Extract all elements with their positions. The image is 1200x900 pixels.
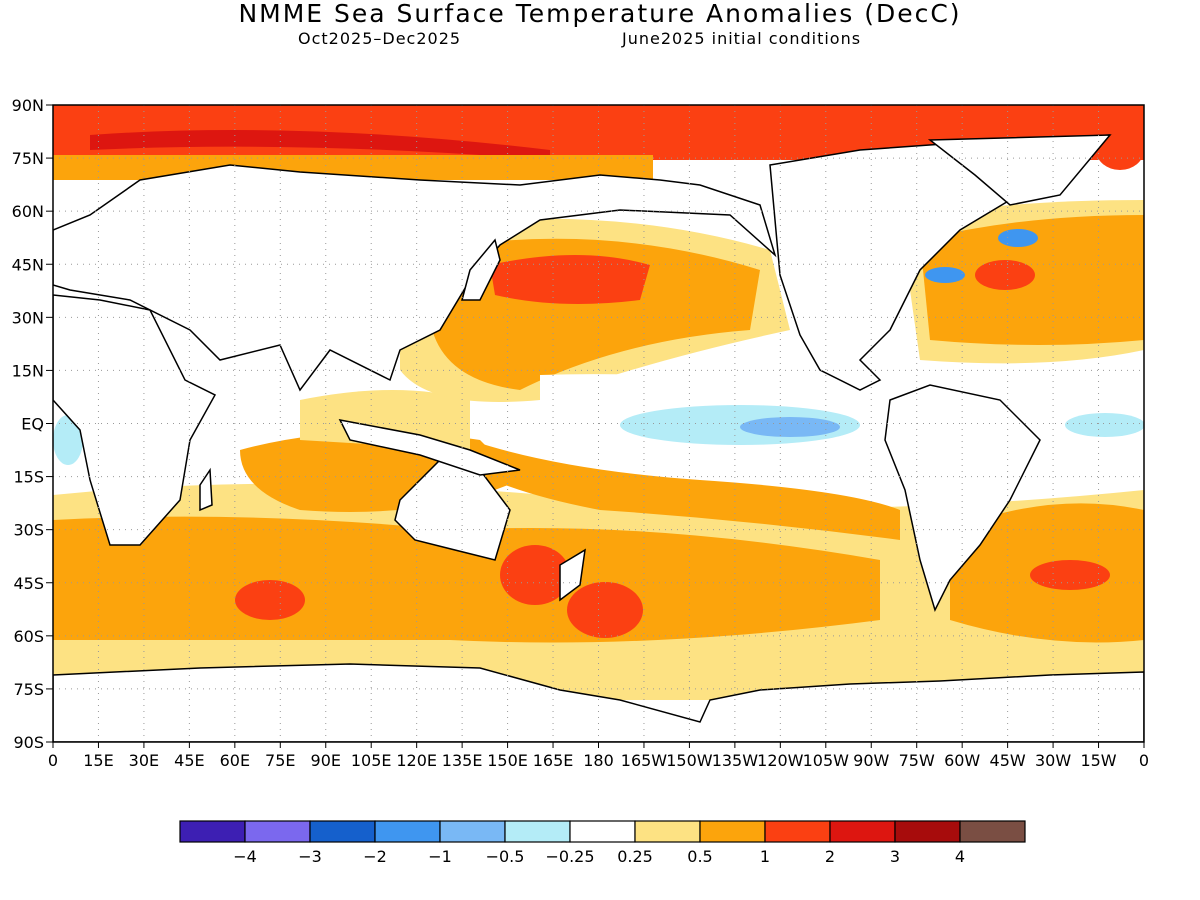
antarctica-land — [53, 663, 1144, 742]
lon-tick-label: 135E — [442, 751, 483, 770]
gulf-stream-hotspot — [975, 260, 1035, 290]
legend-swatch — [569, 820, 636, 843]
lon-tick-label: 105W — [803, 751, 850, 770]
south-america-land — [884, 384, 1041, 613]
lat-tick-label: 30S — [13, 521, 44, 540]
lat-tick-label: 60N — [12, 202, 44, 221]
gulf-stream-cool-anomaly — [925, 267, 965, 283]
labrador-sea-cool-anomaly — [998, 229, 1038, 247]
equatorial-indian-weak-warm — [300, 390, 470, 450]
legend-swatch — [309, 820, 376, 843]
legend-swatch — [894, 820, 961, 843]
lon-tick-label: 30E — [129, 751, 159, 770]
legend-label: 0.25 — [617, 847, 653, 866]
lon-tick-label: 75W — [899, 751, 935, 770]
legend-label: 0.5 — [687, 847, 712, 866]
arctic-strong-anomaly — [90, 130, 550, 160]
lat-tick-label: 45N — [12, 255, 44, 274]
lon-tick-label: 60E — [220, 751, 250, 770]
lat-tick-label: 15S — [13, 468, 44, 487]
south-indian-hotspot — [235, 580, 305, 620]
nino-region-cool-core — [740, 417, 840, 437]
lon-tick-label: 0 — [48, 751, 58, 770]
lon-tick-label: 135W — [712, 751, 759, 770]
legend-swatch — [634, 820, 701, 843]
color-scale-legend: −4 −3 −2 −1 −0.5 −0.25 0.25 0.5 1 2 3 4 — [179, 820, 1026, 866]
legend-label: 3 — [890, 847, 900, 866]
new-zealand-land — [559, 548, 586, 602]
lon-tick-label: 60W — [944, 751, 980, 770]
land-masses — [53, 134, 1144, 742]
lon-tick-label: 75E — [265, 751, 295, 770]
lon-tick-label: 45E — [174, 751, 204, 770]
central-pacific-neutral — [540, 374, 860, 410]
lon-tick-label: 120W — [757, 751, 804, 770]
lat-tick-label: EQ — [21, 415, 44, 434]
lon-tick-label: 15E — [83, 751, 113, 770]
legend-swatch — [439, 820, 506, 843]
lon-tick-label: 150W — [666, 751, 713, 770]
lon-tick-label: 30W — [1035, 751, 1071, 770]
legend-label: 2 — [825, 847, 835, 866]
lat-tick-label: 75N — [12, 149, 44, 168]
kuroshio-hotspot — [490, 255, 650, 304]
greenland-land — [927, 134, 1112, 206]
legend-label: −3 — [298, 847, 322, 866]
legend-swatch — [179, 820, 246, 843]
legend-swatch — [244, 820, 311, 843]
lat-tick-label: 90S — [13, 733, 44, 752]
equatorial-atlantic-cool-anomaly — [1065, 413, 1144, 437]
tasman-hotspot — [500, 545, 570, 605]
lat-tick-label: 60S — [13, 627, 44, 646]
lat-tick-label: 15N — [12, 361, 44, 380]
lat-tick-label: 45S — [13, 574, 44, 593]
legend-swatch — [699, 820, 766, 843]
lon-tick-label: 90E — [311, 751, 341, 770]
lon-tick-label: 45W — [990, 751, 1026, 770]
legend-label: 4 — [955, 847, 965, 866]
gulf-of-guinea-cool-anomaly — [53, 415, 83, 465]
legend-label: −2 — [363, 847, 387, 866]
eurasia-land — [53, 164, 777, 392]
map-gridlines — [53, 105, 1144, 742]
latitude-axis: 90N 75N 60N 45N 30N 15N EQ 15S 30S 45S 60S 75S 90S — [12, 96, 53, 752]
lon-tick-label: 90W — [853, 751, 889, 770]
lat-tick-label: 90N — [12, 96, 44, 115]
lat-tick-label: 75S — [13, 680, 44, 699]
legend-label: −1 — [428, 847, 452, 866]
legend-swatch — [829, 820, 896, 843]
lon-tick-label: 150E — [487, 751, 528, 770]
madagascar-land — [199, 467, 213, 512]
south-pacific-hotspot — [567, 582, 643, 638]
legend-swatch — [764, 820, 831, 843]
legend-label: −0.5 — [486, 847, 525, 866]
map-title: NMME Sea Surface Temperature Anomalies (… — [238, 0, 962, 28]
legend-label: −0.25 — [545, 847, 594, 866]
lat-tick-label: 30N — [12, 308, 44, 327]
legend-swatch — [959, 820, 1026, 843]
indonesia-land — [338, 418, 521, 476]
lon-tick-label: 165W — [621, 751, 668, 770]
lon-tick-label: 165E — [533, 751, 574, 770]
barents-warm-anomaly — [1096, 130, 1144, 170]
legend-label: 1 — [760, 847, 770, 866]
lon-tick-label: 180 — [583, 751, 614, 770]
africa-land — [53, 294, 217, 546]
legend-swatch — [374, 820, 441, 843]
longitude-axis: 0 15E 30E 45E 60E 75E 90E 105E 120E 135E 150E 165E 1… — [48, 742, 1149, 770]
japan-land — [461, 238, 501, 301]
forecast-period: Oct2025–Dec2025 — [298, 29, 462, 48]
initial-conditions: June2025 initial conditions — [622, 29, 862, 48]
legend-label: −4 — [233, 847, 257, 866]
lon-tick-label: 105E — [351, 751, 392, 770]
legend-swatch — [504, 820, 571, 843]
south-atlantic-hotspot — [1030, 560, 1110, 590]
south-pacific-convergence-warm — [470, 440, 900, 540]
lon-tick-label: 120E — [396, 751, 437, 770]
lon-tick-label: 15W — [1080, 751, 1116, 770]
lon-tick-label: 0 — [1139, 751, 1149, 770]
